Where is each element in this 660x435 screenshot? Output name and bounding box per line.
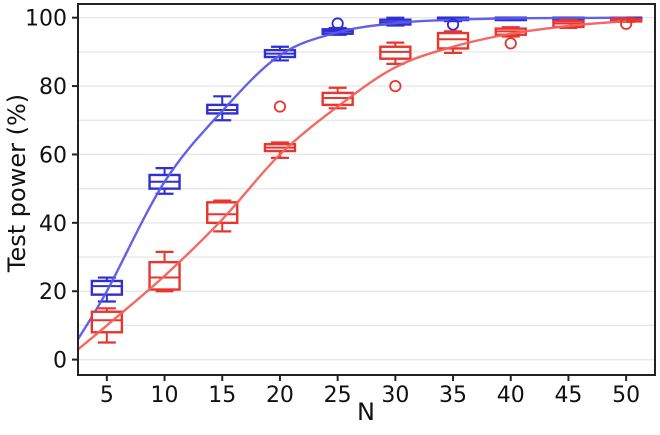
x-tick-label-30: 30 <box>381 383 409 408</box>
x-tick-label-45: 45 <box>554 383 582 408</box>
x-axis-title: N <box>357 398 375 426</box>
red-method-outlier-N50 <box>620 17 633 30</box>
red-method-trend-curve <box>77 19 627 351</box>
blue-method-trend-curve <box>76 16 627 340</box>
y-tick-label-0: 0 <box>53 349 67 374</box>
red-method-box-N15 <box>206 201 239 225</box>
x-tick-label-10: 10 <box>151 383 179 408</box>
red-method-outlier-N20 <box>273 100 287 113</box>
y-tick-label-20: 20 <box>39 280 67 305</box>
blue-method-box-N5 <box>90 279 124 296</box>
y-tick-label-100: 100 <box>25 7 67 32</box>
x-tick-label-40: 40 <box>497 383 525 408</box>
red-method-box-N5 <box>90 310 124 334</box>
x-tick-label-25: 25 <box>324 383 352 408</box>
y-tick-label-40: 40 <box>39 212 67 237</box>
y-axis-title: Test power (%) <box>3 93 31 273</box>
x-tick-label-20: 20 <box>266 383 294 408</box>
x-tick-label-35: 35 <box>439 383 467 408</box>
blue-method-outlier-N35 <box>446 18 460 31</box>
x-tick-label-5: 5 <box>100 383 114 408</box>
red-method-outlier-N40 <box>504 37 517 50</box>
x-tick-label-15: 15 <box>208 383 236 408</box>
red-method-outlier-N30 <box>389 79 402 93</box>
plot-spines <box>77 3 656 376</box>
x-tick-label-50: 50 <box>612 383 640 408</box>
blue-method-outlier-N25 <box>331 17 344 30</box>
y-tick-label-60: 60 <box>39 143 67 168</box>
y-tick-label-80: 80 <box>39 75 67 100</box>
